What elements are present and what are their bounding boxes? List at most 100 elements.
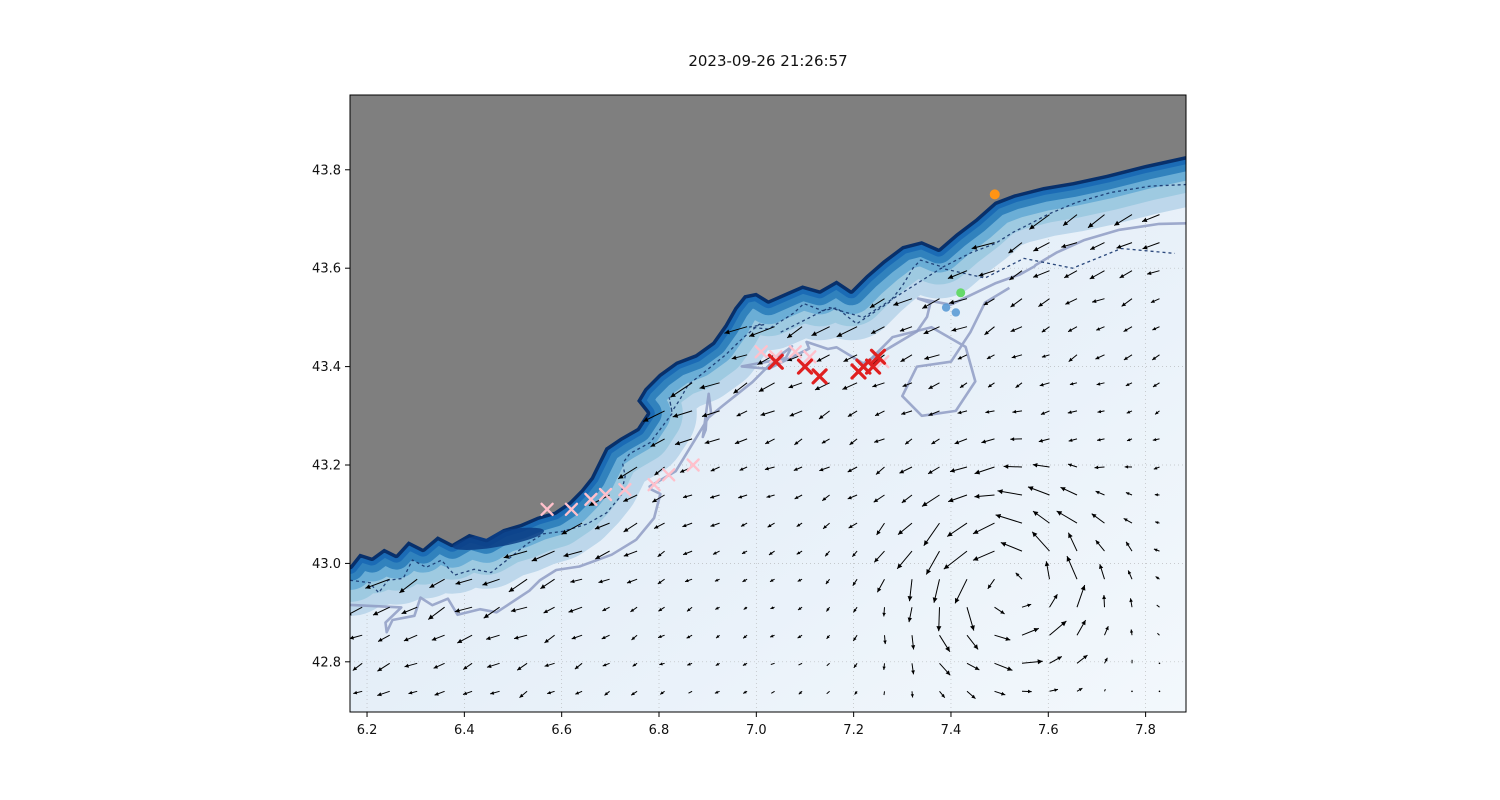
x-tick-label: 6.6: [551, 723, 572, 738]
red-x-markers: [767, 348, 887, 385]
quiver-arrowhead: [852, 553, 856, 557]
quiver-arrowhead: [943, 564, 950, 570]
quiver-arrowhead: [1092, 299, 1097, 303]
quiver-arrowhead: [1102, 595, 1107, 600]
quiver-arrowhead: [928, 385, 933, 389]
quiver-arrowhead: [1116, 244, 1122, 249]
quiver-arrowhead: [687, 662, 691, 666]
quiver-arrowhead: [907, 596, 913, 602]
quiver-arrowhead: [353, 690, 358, 695]
quiver-arrowhead: [842, 385, 848, 390]
quiver-arrowhead: [974, 666, 980, 670]
quiver-arrowhead: [957, 410, 962, 415]
pink-x-marker: [788, 345, 802, 359]
quiver-arrow: [826, 662, 830, 667]
quiver-arrowhead: [849, 441, 854, 445]
quiver-arrowhead: [643, 417, 649, 422]
quiver-arrowhead: [988, 383, 992, 388]
red-x-marker: [767, 353, 784, 370]
quiver-arrowhead: [902, 383, 907, 387]
quiver-arrowhead: [1091, 513, 1097, 519]
quiver-arrowhead: [758, 387, 764, 392]
quiver-arrowhead: [1089, 274, 1095, 279]
quiver-arrowhead: [588, 501, 595, 506]
quiver-arrowhead: [682, 523, 687, 528]
plot-frame: [349, 94, 1187, 713]
quiver-arrowhead: [853, 608, 857, 613]
quiver-arrowhead: [974, 493, 980, 499]
quiver-arrowhead: [743, 690, 747, 694]
quiver-arrowhead: [403, 637, 409, 642]
quiver-arrowhead: [687, 608, 691, 612]
quiver-arrowhead: [741, 523, 745, 527]
map-layers: [350, 95, 1186, 712]
quiver-arrowhead: [757, 360, 763, 365]
quiver-arrowhead: [971, 244, 978, 250]
pink-x-marker: [564, 502, 579, 516]
blue-dot-marker: [941, 303, 951, 312]
quiver-arrowhead: [1029, 224, 1035, 230]
quiver-arrowhead: [434, 692, 439, 696]
quiver-arrowhead: [1068, 328, 1073, 332]
quiver-arrowhead: [1130, 629, 1134, 633]
quiver-arrowhead: [1038, 302, 1043, 307]
quiver-arrowhead: [1081, 620, 1086, 626]
quiver-arrowhead: [836, 332, 843, 337]
quiver-arrowhead: [766, 494, 771, 498]
quiver-arrowhead: [1083, 655, 1088, 660]
quiver-arrowhead: [652, 498, 657, 503]
blue-dot-markers: [941, 303, 961, 317]
quiver-arrowhead: [872, 383, 877, 388]
quiver-arrowhead: [826, 608, 830, 612]
quiver-arrowhead: [787, 357, 793, 362]
quiver-arrowhead: [869, 303, 875, 308]
quiver-arrowhead: [631, 692, 635, 696]
quiver-arrowhead: [377, 692, 382, 697]
quiver-arrowhead: [1142, 217, 1148, 222]
quiver-arrowhead: [1060, 621, 1067, 627]
quiver-arrowhead: [514, 635, 519, 640]
quiver-arrowhead: [874, 557, 879, 563]
quiver-arrowhead: [923, 540, 929, 546]
quiver-arrow: [771, 690, 775, 694]
quiver-arrowhead: [973, 644, 979, 650]
quiver-arrowhead: [947, 274, 954, 279]
quiver-arrowhead: [672, 413, 679, 418]
quiver-arrowhead: [847, 495, 852, 500]
y-tick-label: 43.8: [312, 163, 341, 178]
quiver-arrowhead: [826, 635, 830, 639]
quiver-arrowhead: [973, 529, 979, 534]
quiver-arrowhead: [736, 412, 741, 417]
quiver-arrowhead: [971, 694, 976, 699]
quiver-arrowhead: [631, 636, 636, 640]
quiver-arrowhead: [947, 531, 953, 537]
quiver-arrow: [688, 690, 693, 694]
quiver-arrowhead: [847, 413, 853, 417]
quiver-arrowhead: [816, 357, 822, 362]
quiver-arrowhead: [431, 636, 437, 641]
quiver-arrowhead: [1152, 327, 1157, 331]
quiver-arrowhead: [1080, 585, 1086, 591]
quiver-arrowhead: [1068, 438, 1073, 442]
quiver-arrowhead: [1028, 486, 1034, 491]
quiver-arrowhead: [973, 556, 979, 561]
quiver-arrowhead: [710, 467, 715, 472]
quiver-arrowhead: [743, 635, 747, 639]
y-axis-ticks: 42.8 43.0 43.2 43.4 43.6 43.8: [312, 163, 350, 670]
quiver-arrowhead: [932, 597, 938, 603]
quiver-arrowhead: [352, 666, 358, 671]
quiver-arrowhead: [710, 523, 715, 527]
quiver-arrowhead: [788, 384, 794, 389]
quiver-arrowhead: [547, 691, 551, 695]
x-tick-label: 7.0: [746, 723, 767, 738]
quiver-arrowhead: [1069, 382, 1074, 386]
quiver-arrowhead: [1123, 328, 1128, 332]
quiver-arrowhead: [928, 412, 933, 416]
quiver-arrowhead: [798, 691, 802, 695]
quiver-arrow: [798, 662, 803, 666]
quiver-arrowhead: [570, 579, 575, 584]
quiver-arrowhead: [1095, 540, 1100, 545]
quiver-arrowhead: [595, 554, 601, 559]
quiver-arrowhead: [1154, 493, 1158, 497]
